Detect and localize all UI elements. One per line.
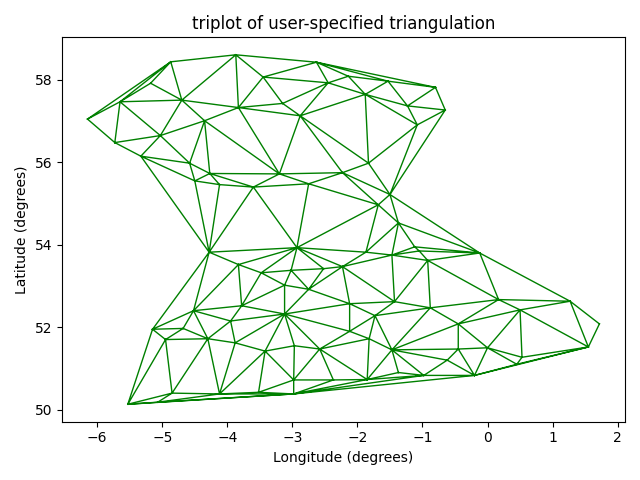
X-axis label: Longitude (degrees): Longitude (degrees) bbox=[273, 451, 413, 465]
Title: triplot of user-specified triangulation: triplot of user-specified triangulation bbox=[192, 15, 495, 33]
Y-axis label: Latitude (degrees): Latitude (degrees) bbox=[15, 165, 29, 294]
